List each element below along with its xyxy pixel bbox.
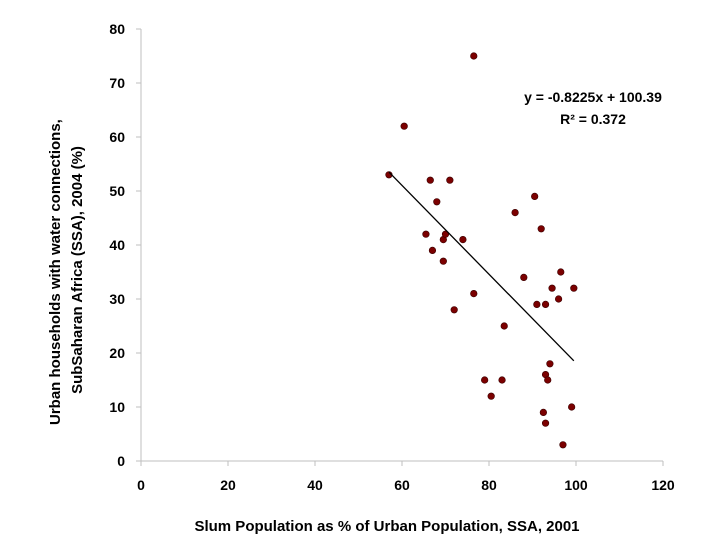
data-point <box>439 257 447 265</box>
data-points <box>385 52 578 449</box>
y-tick-label: 70 <box>109 75 125 91</box>
y-tick-label: 60 <box>109 129 125 145</box>
x-tick-label: 80 <box>481 477 497 493</box>
y-tick-label: 80 <box>109 21 125 37</box>
data-point <box>470 52 478 60</box>
y-tick-label: 50 <box>109 183 125 199</box>
data-point <box>459 236 467 244</box>
data-point <box>520 273 528 282</box>
x-axis-title: Slum Population as % of Urban Population… <box>194 518 579 535</box>
data-point <box>537 225 545 233</box>
data-point <box>498 376 506 384</box>
y-tick-label: 40 <box>109 237 125 253</box>
data-point <box>450 306 458 314</box>
y-tick-label: 10 <box>109 399 125 415</box>
r-squared-label: R² = 0.372 <box>560 111 626 127</box>
data-point <box>481 376 489 384</box>
x-tick-label: 120 <box>651 477 675 493</box>
y-tick-label: 0 <box>117 453 125 469</box>
data-point <box>570 284 578 292</box>
data-point <box>541 300 550 309</box>
x-tick-label: 20 <box>220 477 236 493</box>
data-point <box>426 176 434 184</box>
trendline-equation: y = -0.8225x + 100.39 <box>524 89 662 105</box>
data-point <box>487 392 495 400</box>
data-point <box>500 322 508 330</box>
trendline <box>388 171 575 362</box>
y-axis-title-line-2: SubSaharan Africa (SSA), 2004 (%) <box>69 146 86 394</box>
data-point <box>441 230 450 238</box>
x-tick-label: 100 <box>564 477 588 493</box>
data-point <box>541 419 550 427</box>
y-axis-title-line-1: Urban households with water connections, <box>47 119 64 425</box>
data-point <box>400 122 408 130</box>
data-point <box>533 300 541 309</box>
data-point <box>511 209 519 217</box>
data-point <box>539 408 547 417</box>
data-point <box>470 290 478 298</box>
x-tick-label: 0 <box>137 477 145 493</box>
x-tick-label: 40 <box>307 477 323 493</box>
data-point <box>554 295 563 303</box>
y-tick-label: 30 <box>109 291 125 307</box>
y-tick-label: 20 <box>109 345 125 361</box>
y-axis-title: Urban households with water connections,… <box>47 115 86 425</box>
data-point <box>546 360 554 368</box>
data-point <box>422 230 430 238</box>
data-point <box>568 403 576 411</box>
axis-ticks: 0 20 40 60 80 100 120 0 10 20 30 40 50 60 70 80 <box>109 21 674 493</box>
data-point <box>446 176 454 184</box>
data-point <box>559 441 567 449</box>
data-point <box>433 198 441 206</box>
data-point <box>544 376 552 384</box>
data-point <box>531 192 539 200</box>
data-point <box>428 246 437 254</box>
data-point <box>548 284 556 292</box>
x-tick-label: 60 <box>394 477 410 493</box>
data-point <box>557 268 565 276</box>
